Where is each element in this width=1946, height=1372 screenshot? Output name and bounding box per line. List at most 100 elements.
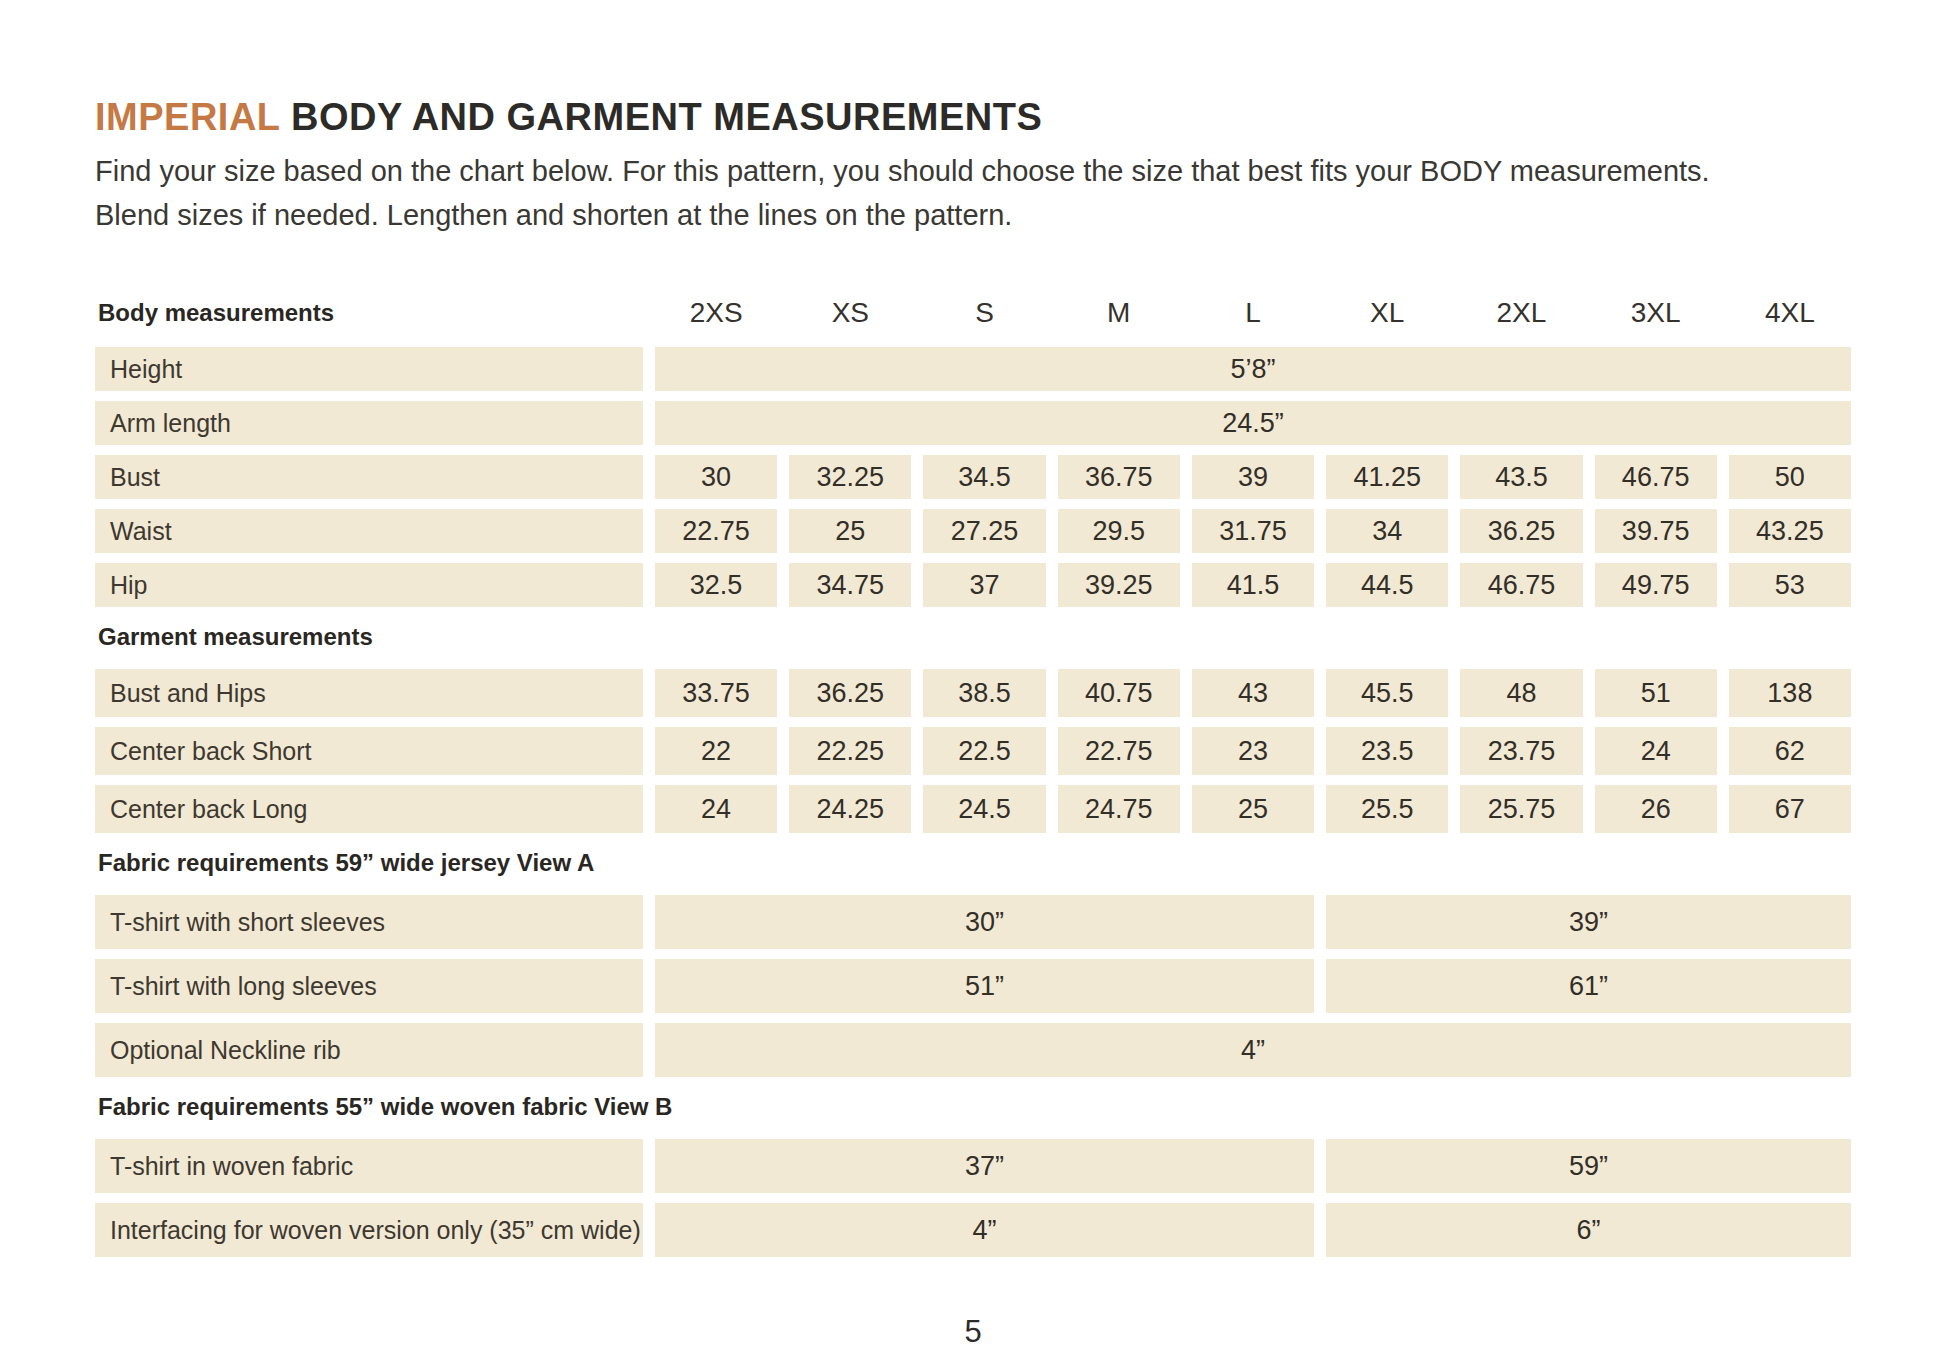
value-cell: 31.75 [1192, 509, 1314, 553]
value-cell: 22.75 [655, 509, 777, 553]
page-number: 5 [0, 1314, 1946, 1350]
value-cell: 46.75 [1460, 563, 1582, 607]
value-cell: 25 [1192, 785, 1314, 833]
value-cell: 22.5 [923, 727, 1045, 775]
value-cell: 22.25 [789, 727, 911, 775]
row-label: T-shirt with short sleeves [95, 895, 643, 949]
value-cell: 22 [655, 727, 777, 775]
value-cell: 23.75 [1460, 727, 1582, 775]
value-cell: 41.5 [1192, 563, 1314, 607]
value-cell: 24.25 [789, 785, 911, 833]
row-label: Optional Neckline rib [95, 1023, 643, 1077]
value-cell-merged: 5’8” [655, 347, 1851, 391]
value-cell: 36.25 [1460, 509, 1582, 553]
row-label: Arm length [95, 401, 643, 445]
row-label: Interfacing for woven version only (35” … [95, 1203, 643, 1257]
row-label: Bust and Hips [95, 669, 643, 717]
size-column-header: XL [1326, 293, 1448, 333]
row-label: Bust [95, 455, 643, 499]
value-cell: 45.5 [1326, 669, 1448, 717]
value-cell: 25 [789, 509, 911, 553]
value-cell: 40.75 [1058, 669, 1180, 717]
value-cell: 41.25 [1326, 455, 1448, 499]
value-cell: 43 [1192, 669, 1314, 717]
value-cell: 25.5 [1326, 785, 1448, 833]
value-cell: 34.5 [923, 455, 1045, 499]
value-cell-small-sizes: 51” [655, 959, 1314, 1013]
value-cell: 43.25 [1729, 509, 1851, 553]
size-column-header: L [1192, 293, 1314, 333]
value-cell: 39.25 [1058, 563, 1180, 607]
table-row: Height5’8” [95, 347, 1851, 391]
value-cell-large-sizes: 59” [1326, 1139, 1851, 1193]
value-cell: 37 [923, 563, 1045, 607]
title-text: BODY AND GARMENT MEASUREMENTS [280, 96, 1042, 138]
value-cell-merged: 4” [655, 1023, 1851, 1077]
value-cell: 43.5 [1460, 455, 1582, 499]
value-cell: 51 [1595, 669, 1717, 717]
value-cell: 36.75 [1058, 455, 1180, 499]
value-cell: 24.75 [1058, 785, 1180, 833]
table-row: Hip 32.5 34.75 37 39.25 41.5 44.5 46.75 49.75 53 [95, 563, 1851, 607]
value-cell-merged: 24.5” [655, 401, 1851, 445]
value-cell: 62 [1729, 727, 1851, 775]
size-column-header: M [1058, 293, 1180, 333]
row-label: T-shirt with long sleeves [95, 959, 643, 1013]
value-cell: 23.5 [1326, 727, 1448, 775]
value-cell: 22.75 [1058, 727, 1180, 775]
value-cell: 32.5 [655, 563, 777, 607]
table-row: T-shirt with long sleeves51”61” [95, 959, 1851, 1013]
section-title: Body measurements [95, 293, 643, 333]
row-label: Waist [95, 509, 643, 553]
table-row: Bust 30 32.25 34.5 36.75 39 41.25 43.5 46.75 50 [95, 455, 1851, 499]
value-cell: 26 [1595, 785, 1717, 833]
value-cell: 36.25 [789, 669, 911, 717]
table-row: Optional Neckline rib4” [95, 1023, 1851, 1077]
value-cell: 38.5 [923, 669, 1045, 717]
table-header-row: Body measurements2XSXSSMLXL2XL3XL4XL [95, 293, 1851, 333]
section-title: Fabric requirements 59” wide jersey View… [98, 843, 1851, 883]
table-row: Arm length 24.5” [95, 401, 1851, 445]
value-cell: 50 [1729, 455, 1851, 499]
value-cell-large-sizes: 6” [1326, 1203, 1851, 1257]
document-page: IMPERIAL BODY AND GARMENT MEASUREMENTS F… [0, 0, 1946, 1372]
size-column-header: 2XL [1460, 293, 1582, 333]
value-cell: 33.75 [655, 669, 777, 717]
value-cell: 34 [1326, 509, 1448, 553]
value-cell: 138 [1729, 669, 1851, 717]
value-cell: 39.75 [1595, 509, 1717, 553]
value-cell: 23 [1192, 727, 1314, 775]
intro-text: Find your size based on the chart below.… [95, 149, 1710, 237]
value-cell: 44.5 [1326, 563, 1448, 607]
value-cell: 67 [1729, 785, 1851, 833]
value-cell: 49.75 [1595, 563, 1717, 607]
title-unit-system: IMPERIAL [95, 96, 280, 138]
size-column-header: 4XL [1729, 293, 1851, 333]
row-label: Center back Long [95, 785, 643, 833]
value-cell: 39 [1192, 455, 1314, 499]
size-chart-table: Body measurements2XSXSSMLXL2XL3XL4XLHeig… [95, 293, 1851, 1257]
table-row: T-shirt with short sleeves30”39” [95, 895, 1851, 949]
value-cell: 27.25 [923, 509, 1045, 553]
value-cell: 24.5 [923, 785, 1045, 833]
row-label: T-shirt in woven fabric [95, 1139, 643, 1193]
value-cell-small-sizes: 30” [655, 895, 1314, 949]
size-column-header: S [923, 293, 1045, 333]
value-cell-small-sizes: 4” [655, 1203, 1314, 1257]
table-row: Center back Short2222.2522.522.752323.52… [95, 727, 1851, 775]
value-cell: 46.75 [1595, 455, 1717, 499]
value-cell: 34.75 [789, 563, 911, 607]
row-label: Hip [95, 563, 643, 607]
table-row: Bust and Hips33.7536.2538.5 40.754345.548… [95, 669, 1851, 717]
size-column-header: 3XL [1595, 293, 1717, 333]
value-cell-large-sizes: 39” [1326, 895, 1851, 949]
value-cell: 48 [1460, 669, 1582, 717]
table-row: Interfacing for woven version only (35” … [95, 1203, 1851, 1257]
value-cell: 53 [1729, 563, 1851, 607]
value-cell: 30 [655, 455, 777, 499]
table-row: Waist22.752527.2529.531.753436.2539.7543… [95, 509, 1851, 553]
value-cell: 32.25 [789, 455, 911, 499]
table-row: T-shirt in woven fabric37”59” [95, 1139, 1851, 1193]
size-column-header: 2XS [655, 293, 777, 333]
table-row: Center back Long2424.2524.524.752525.525… [95, 785, 1851, 833]
